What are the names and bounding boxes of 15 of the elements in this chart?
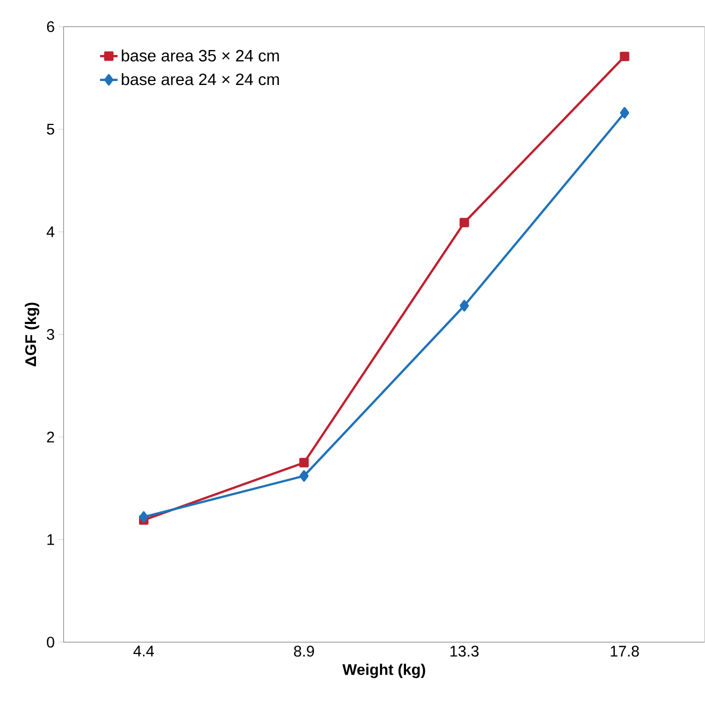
y-tick-label: 2 — [47, 432, 54, 442]
legend-label: base area 24 × 24 cm — [122, 73, 279, 86]
y-tick-label: 0 — [47, 636, 54, 648]
y-axis-title: ΔGF (kg) — [24, 302, 40, 366]
y-tick-label: 3 — [47, 328, 54, 340]
y-tick-label: 4 — [46, 226, 55, 238]
y-tick-label: 5 — [47, 124, 54, 135]
y-tick-label: 1 — [48, 534, 54, 545]
x-tick-label: 8.9 — [294, 646, 314, 657]
x-tick-label: 13.3 — [450, 646, 479, 657]
x-tick-label: 4.4 — [134, 646, 154, 656]
x-axis-title: Weight (kg) — [342, 664, 426, 678]
x-tick-label: 17.8 — [610, 646, 640, 657]
y-tick-label: 6 — [47, 21, 54, 32]
legend-label: base area 35 × 24 cm — [122, 49, 279, 62]
